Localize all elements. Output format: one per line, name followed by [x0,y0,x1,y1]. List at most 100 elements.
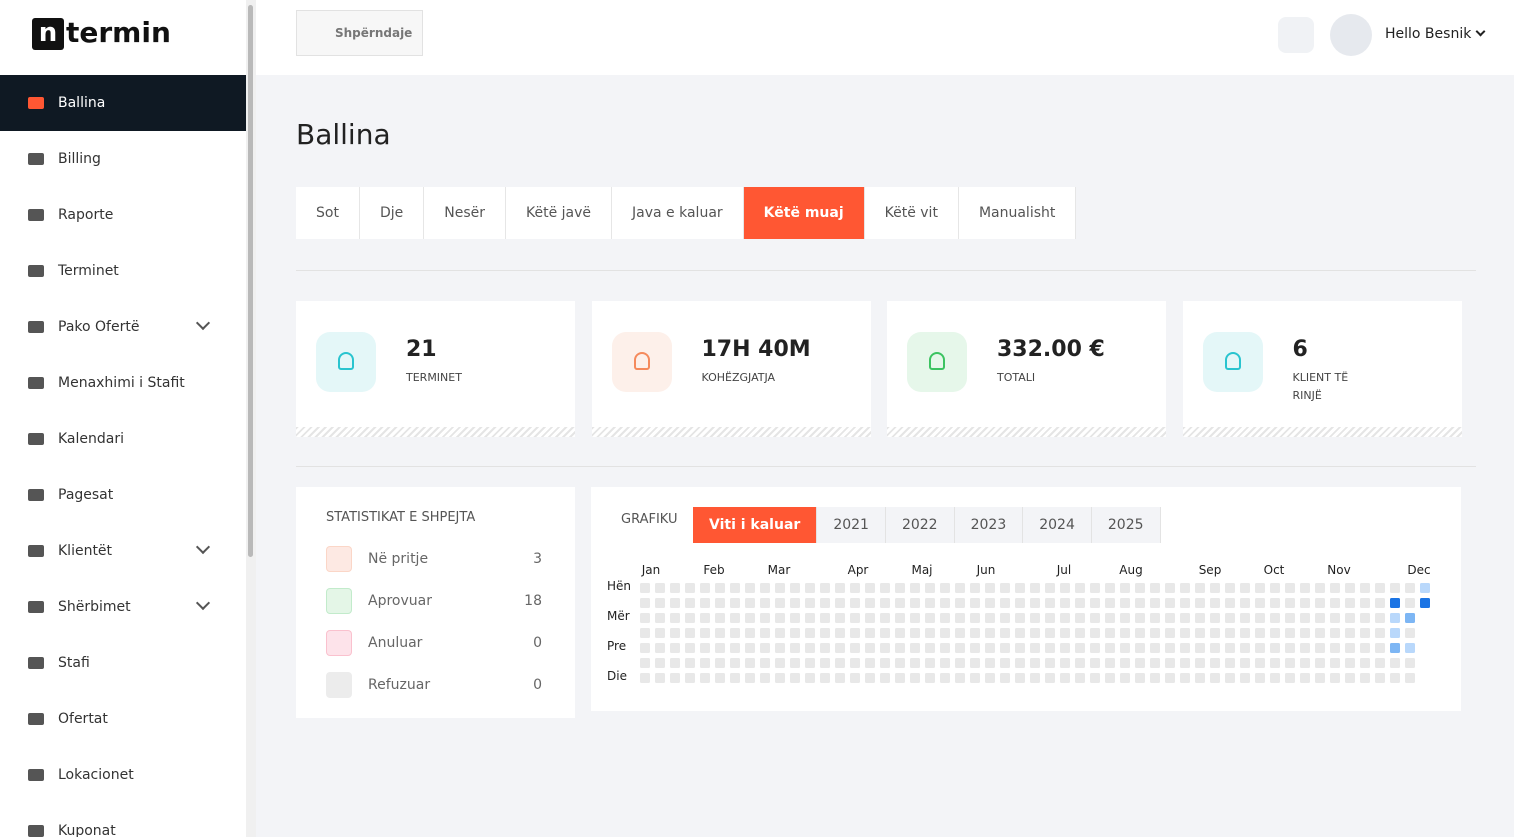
heatmap-cell [1345,583,1355,593]
heatmap-cell [1315,658,1325,668]
heatmap-cell [850,613,860,623]
heatmap-cell [1060,613,1070,623]
heatmap-cell [1030,583,1040,593]
nav-label: Kuponat [58,823,116,837]
filter-tab[interactable]: Java e kaluar [612,187,744,239]
year-tab[interactable]: Viti i kaluar [693,507,818,543]
nav-item[interactable]: Shërbimet [0,579,246,635]
heatmap-cell [1075,673,1085,683]
month-label: Jun [976,563,996,577]
filter-tab[interactable]: Dje [360,187,425,239]
heatmap-cell [820,598,830,608]
share-button[interactable]: Shpërndaje [296,10,423,56]
status-count: 18 [524,593,542,609]
heatmap-cell [940,673,950,683]
heatmap-cell [1105,613,1115,623]
heatmap-cell [655,673,665,683]
filter-tab[interactable]: Nesër [424,187,506,239]
help-button[interactable] [1278,17,1314,53]
heatmap-cell [775,658,785,668]
nav-item[interactable]: Billing [0,131,246,187]
nav-item[interactable]: Kuponat [0,803,246,837]
heatmap-cell [1240,673,1250,683]
nav-item[interactable]: Lokacionet [0,747,246,803]
heatmap-cell [1225,583,1235,593]
heatmap-cell [1405,628,1415,638]
heatmap-cell [1135,628,1145,638]
heatmap-cell [1285,583,1295,593]
heatmap-cell [1375,658,1385,668]
heatmap-cell [1015,628,1025,638]
nav-item[interactable]: Ballina [0,75,246,131]
heatmap-cell [655,613,665,623]
heatmap-cell [955,673,965,683]
heatmap-cell [1300,673,1310,683]
heatmap-cell [1345,628,1355,638]
sidebar: n termin Ballina Billing Raporte Terminet Pa… [0,0,246,837]
heatmap-cell [670,613,680,623]
heatmap-cell [1045,658,1055,668]
year-tab[interactable]: 2021 [817,507,886,543]
heatmap-cell [655,658,665,668]
heatmap-cell [970,598,980,608]
user-chevron[interactable] [1475,26,1486,37]
heatmap-cell [1240,628,1250,638]
year-tab[interactable]: 2025 [1092,507,1161,543]
filter-tab[interactable]: Këtë vit [865,187,959,239]
stat-label: TERMINET [406,371,462,384]
nav-item[interactable]: Terminet [0,243,246,299]
nav-item[interactable]: Pako Ofertë [0,299,246,355]
scrollbar[interactable] [246,0,256,837]
nav-item[interactable]: Klientët [0,523,246,579]
stat-icon-glyph [929,352,945,370]
heatmap-cell [1060,643,1070,653]
year-tab[interactable]: 2024 [1023,507,1092,543]
stat-value: 17H 40M [701,337,811,362]
heatmap-cell [1315,598,1325,608]
heatmap-cell [1330,658,1340,668]
heatmap-cell [715,628,725,638]
year-tab[interactable]: 2022 [886,507,955,543]
heatmap-cell [715,643,725,653]
stat-card: 332.00 € TOTALI [887,301,1166,437]
heatmap-cell [790,643,800,653]
heatmap-cell [640,643,650,653]
day-label: Hën [607,579,632,593]
nav-item[interactable]: Raporte [0,187,246,243]
nav-label: Raporte [58,207,114,223]
nav-item[interactable]: Menaxhimi i Stafit [0,355,246,411]
heatmap-cell [970,643,980,653]
nav-item[interactable]: Kalendari [0,411,246,467]
nav-item[interactable]: Stafi [0,635,246,691]
user-menu[interactable]: Hello Besnik [1385,26,1472,42]
nav-item[interactable]: Pagesat [0,467,246,523]
nav-icon [28,769,44,781]
heatmap-cell [1180,598,1190,608]
heatmap-cell [1330,598,1340,608]
heatmap-cell [1240,643,1250,653]
filter-tab[interactable]: Sot [296,187,360,239]
filter-tab[interactable]: Këtë muaj [743,187,865,239]
filter-tab[interactable]: Manualisht [959,187,1077,239]
chart-card: GRAFIKU Viti i kaluar 2021 2022 2023 2024 202… [591,487,1461,711]
stat-icon-glyph [633,352,650,370]
heatmap-cell [685,583,695,593]
heatmap-cell [1300,628,1310,638]
heatmap-cell [880,598,890,608]
filter-tab[interactable]: Këtë javë [506,187,613,239]
heatmap-cell [910,658,920,668]
nav-item[interactable]: Ofertat [0,691,246,747]
nav-icon [28,545,44,557]
heatmap-cell [1000,583,1010,593]
heatmap-cell [955,643,965,653]
heatmap-cell [865,658,875,668]
heatmap-cell [1015,583,1025,593]
heatmap-cell [1105,583,1115,593]
heatmap-cell [790,628,800,638]
heatmap-cell [1315,583,1325,593]
month-label: Aug [1119,563,1143,577]
avatar[interactable] [1330,14,1372,56]
year-tab[interactable]: 2023 [955,507,1024,543]
heatmap-cell [970,658,980,668]
heatmap-cell [745,613,755,623]
